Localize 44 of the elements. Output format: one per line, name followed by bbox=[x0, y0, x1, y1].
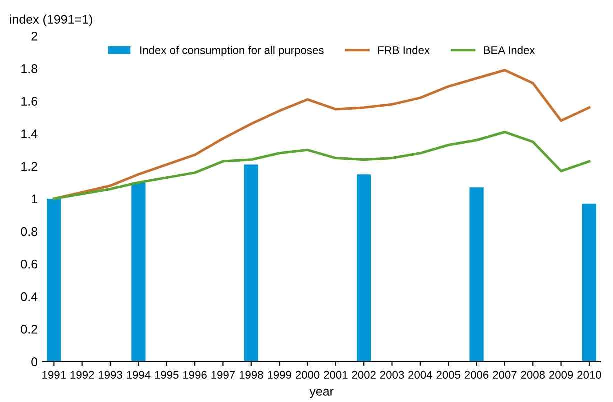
bar bbox=[357, 174, 372, 362]
x-tick-label: 2003 bbox=[380, 371, 404, 379]
x-tick-label: 2008 bbox=[521, 371, 545, 379]
legend-label: FRB Index bbox=[378, 46, 430, 54]
x-tick-label: 2006 bbox=[464, 371, 489, 379]
x-tick-label: 2005 bbox=[436, 371, 460, 379]
y-tick-label: 0.8 bbox=[21, 227, 38, 236]
y-tick-label: 1 bbox=[32, 194, 38, 204]
x-tick-label: 2001 bbox=[324, 371, 348, 379]
x-tick-label: 1993 bbox=[99, 371, 122, 379]
x-tick-label: 1994 bbox=[127, 371, 151, 379]
y-tick-label: 0 bbox=[32, 358, 38, 366]
y-tick-label: 0.2 bbox=[21, 325, 38, 334]
y-tick-label: 1.6 bbox=[22, 97, 38, 106]
x-tick-label: 1997 bbox=[212, 371, 236, 379]
x-axis-title: year bbox=[310, 389, 334, 398]
x-tick-label: 1992 bbox=[70, 371, 94, 379]
bar bbox=[47, 198, 62, 362]
x-tick-label: 1996 bbox=[184, 371, 207, 379]
y-tick-label: 0.4 bbox=[21, 292, 38, 302]
y-tick-label: 1.2 bbox=[22, 162, 38, 171]
bar bbox=[582, 204, 597, 362]
y-tick-label: 1.4 bbox=[22, 130, 38, 138]
line-series bbox=[52, 69, 591, 200]
y-tick-label: 0.6 bbox=[21, 260, 38, 269]
x-tick-label: 1998 bbox=[240, 371, 264, 379]
y-axis-title: index (1991=1) bbox=[10, 14, 92, 26]
bar bbox=[244, 164, 258, 362]
x-tick-label: 2007 bbox=[493, 371, 517, 379]
x-tick-label: 2010 bbox=[578, 371, 602, 379]
line-series bbox=[52, 130, 591, 200]
x-tick-label: 1999 bbox=[268, 371, 292, 379]
x-tick-label: 2009 bbox=[550, 371, 574, 379]
y-tick-label: 2 bbox=[32, 32, 38, 41]
y-tick-label: 1.8 bbox=[22, 64, 38, 74]
bar bbox=[132, 182, 146, 362]
bar bbox=[470, 188, 484, 362]
x-tick-label: 2002 bbox=[352, 371, 376, 379]
x-tick-label: 2004 bbox=[408, 371, 432, 379]
x-tick-label: 1991 bbox=[42, 371, 66, 379]
x-tick-label: 1995 bbox=[155, 371, 179, 379]
x-tick-label: 2000 bbox=[296, 371, 320, 379]
legend-label: Index of consumption for all purposes bbox=[140, 46, 324, 57]
legend-label: BEA Index bbox=[484, 46, 536, 54]
